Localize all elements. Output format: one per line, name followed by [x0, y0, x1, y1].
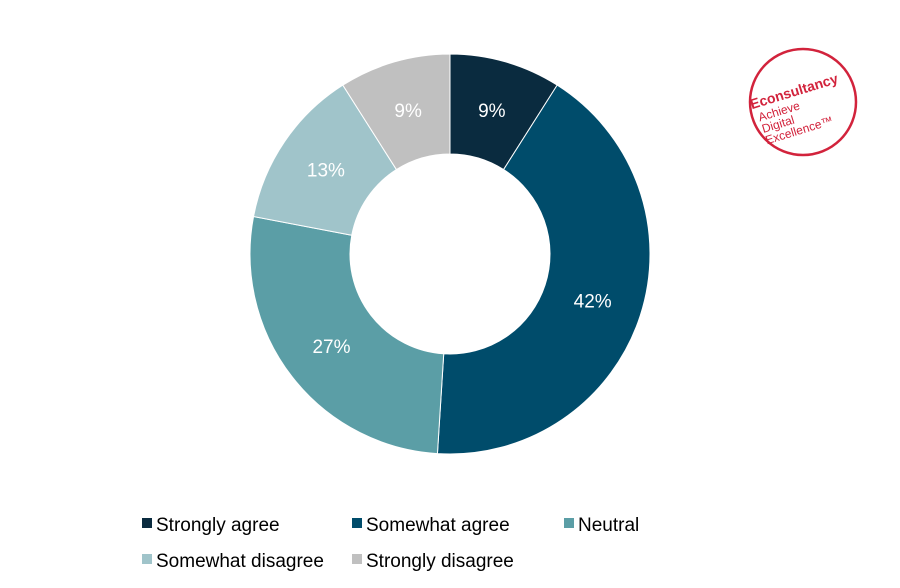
- legend-label-somewhat-agree: Somewhat agree: [366, 515, 510, 536]
- data-label-neutral: 27%: [312, 337, 350, 358]
- slice-strongly-disagree: [342, 53, 451, 171]
- legend-label-somewhat-disagree: Somewhat disagree: [156, 551, 324, 572]
- data-label-strongly-agree: 9%: [478, 101, 506, 122]
- legend-label-neutral: Neutral: [578, 515, 639, 536]
- legend-swatch-neutral: [564, 518, 574, 528]
- data-label-somewhat-disagree: 13%: [307, 161, 345, 182]
- slice-neutral: [249, 215, 445, 455]
- econsultancy-logo: Econsultancy Achieve Digital Excellence™: [748, 47, 858, 157]
- logo-ring: [748, 47, 858, 157]
- legend-swatch-somewhat-agree: [352, 518, 362, 528]
- legend-label-strongly-agree: Strongly agree: [156, 515, 280, 536]
- data-label-strongly-disagree: 9%: [394, 101, 422, 122]
- legend-swatch-somewhat-disagree: [142, 554, 152, 564]
- data-label-somewhat-agree: 42%: [574, 291, 612, 312]
- slice-labels: 9% 42% 27% 13% 9%: [307, 101, 612, 358]
- donut-slices: [249, 53, 651, 455]
- legend: Strongly agree Somewhat agree Neutral Somew…: [142, 515, 639, 572]
- legend-swatch-strongly-agree: [142, 518, 152, 528]
- legend-label-strongly-disagree: Strongly disagree: [366, 551, 514, 572]
- slice-somewhat-agree: [436, 84, 651, 455]
- legend-swatch-strongly-disagree: [352, 554, 362, 564]
